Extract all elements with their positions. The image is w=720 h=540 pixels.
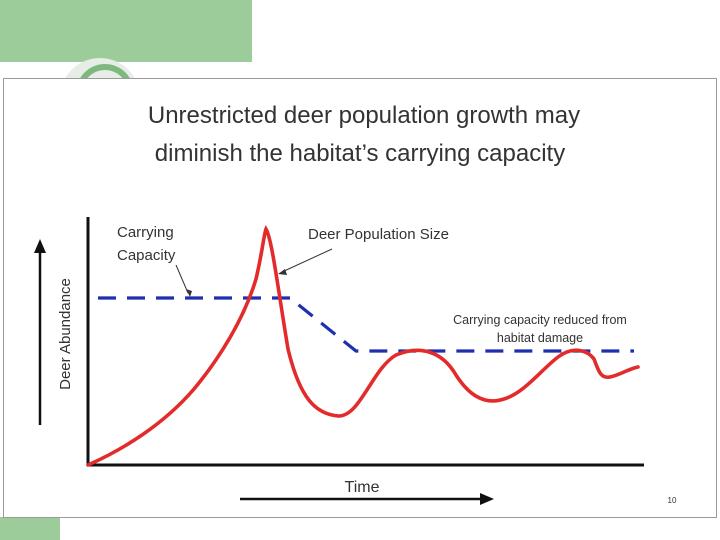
y-axis-label: Deer Abundance <box>57 278 74 390</box>
x-axis-arrowhead <box>480 493 494 505</box>
diagram-title-line1: Unrestricted deer population growth may <box>148 102 580 129</box>
deer-population-diagram: Unrestricted deer population growth may … <box>34 102 677 505</box>
deer-population-curve <box>86 224 640 467</box>
population-label: Deer Population Size <box>308 226 449 243</box>
carrying-capacity-label-line2: Capacity <box>117 247 176 264</box>
y-axis-arrowhead <box>34 239 46 253</box>
carrying-capacity-line <box>98 296 634 353</box>
page-number: 10 <box>668 496 677 505</box>
population-pointer <box>281 248 333 273</box>
reduced-capacity-label-line1: Carrying capacity reduced from <box>453 313 627 327</box>
x-axis-label: Time <box>345 479 380 496</box>
carrying-capacity-pointer-head <box>186 289 192 297</box>
diagram-title-line2: diminish the habitat’s carrying capacity <box>155 140 565 167</box>
carrying-capacity-pointer <box>175 264 189 294</box>
decorative-green-block-bottom <box>0 517 60 540</box>
reduced-capacity-label-line2: habitat damage <box>497 331 583 345</box>
slide-image: Unrestricted deer population growth may … <box>3 78 717 518</box>
population-pointer-head <box>278 269 287 275</box>
decorative-green-block-top <box>0 0 252 62</box>
carrying-capacity-label-line1: Carrying <box>117 224 174 241</box>
